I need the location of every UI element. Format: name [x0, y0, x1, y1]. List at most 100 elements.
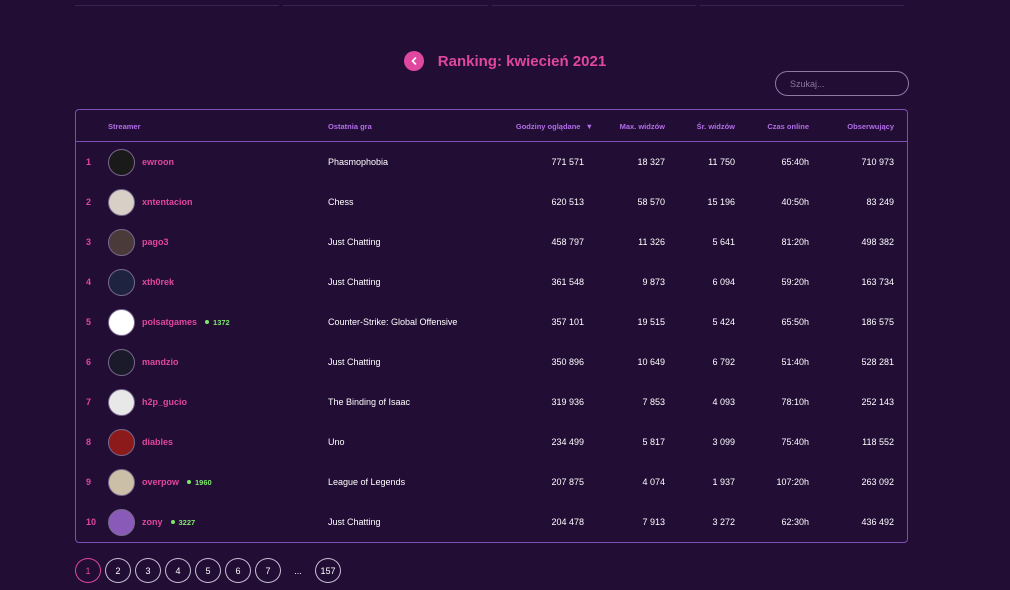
- avatar[interactable]: [108, 509, 135, 536]
- live-viewers-badge: 3227: [171, 518, 196, 527]
- followers: 252 143: [861, 397, 894, 407]
- pagination: 1 2 3 4 5 6 7... 157: [75, 558, 345, 583]
- streamer-name[interactable]: xth0rek: [142, 277, 174, 287]
- page-button[interactable]: 1: [75, 558, 101, 583]
- live-viewers-badge: 1372: [205, 318, 230, 327]
- streamer-name-label: overpow: [142, 477, 180, 487]
- last-game: Just Chatting: [328, 517, 381, 527]
- last-game: League of Legends: [328, 477, 406, 487]
- followers: 163 734: [861, 277, 894, 287]
- followers: 710 973: [861, 157, 894, 167]
- rank-number: 10: [86, 517, 97, 527]
- table-row[interactable]: 4 xth0rek Just Chatting 361 548 9 873 6 094 59…: [76, 262, 907, 302]
- page-button[interactable]: 3: [135, 558, 161, 583]
- search-input[interactable]: [775, 71, 909, 96]
- page-button[interactable]: 7: [255, 558, 281, 583]
- hours-watched: 207 875: [551, 477, 584, 487]
- max-viewers: 10 649: [637, 357, 665, 367]
- last-game: Just Chatting: [328, 237, 381, 247]
- live-viewers-badge: 1960: [187, 478, 212, 487]
- col-max-viewers[interactable]: Max. widzów: [619, 122, 665, 131]
- max-viewers: 11 326: [638, 237, 665, 247]
- max-viewers: 7 853: [642, 397, 665, 407]
- col-last-game[interactable]: Ostatnia gra: [328, 122, 372, 131]
- table-row[interactable]: 1 ewroon Phasmophobia 771 571 18 327 11 750 65…: [76, 142, 907, 182]
- avatar[interactable]: [108, 229, 135, 256]
- rank-number: 2: [86, 197, 92, 207]
- table-row[interactable]: 5 polsatgames 1372 Counter-Strike: Global O…: [76, 302, 907, 342]
- back-button[interactable]: [403, 51, 424, 71]
- followers: 528 281: [861, 357, 894, 367]
- avatar[interactable]: [108, 269, 135, 296]
- streamer-name[interactable]: overpow 1960: [142, 477, 212, 487]
- avatar[interactable]: [108, 189, 135, 216]
- streamer-name-label: zony: [142, 517, 163, 527]
- page-title: Ranking: kwiecień 2021: [437, 52, 607, 70]
- last-game: Uno: [328, 437, 345, 447]
- avatar[interactable]: [108, 469, 135, 496]
- streamer-name-label: xntentacion: [142, 197, 193, 207]
- col-streamer[interactable]: Streamer: [108, 122, 141, 131]
- avatar[interactable]: [108, 389, 135, 416]
- page-button-last[interactable]: 157: [315, 558, 341, 583]
- rank-number: 3: [86, 237, 92, 247]
- table-body: 1 ewroon Phasmophobia 771 571 18 327 11 750 65…: [76, 142, 907, 542]
- last-game: Just Chatting: [328, 277, 381, 287]
- streamer-name[interactable]: diables: [142, 437, 173, 447]
- followers: 118 552: [862, 437, 894, 447]
- table-row[interactable]: 3 pago3 Just Chatting 458 797 11 326 5 641 81:…: [76, 222, 907, 262]
- time-online: 59:20h: [781, 277, 809, 287]
- avatar[interactable]: [108, 309, 135, 336]
- avg-viewers: 5 641: [712, 237, 735, 247]
- followers: 436 492: [861, 517, 894, 527]
- table-row[interactable]: 6 mandzio Just Chatting 350 896 10 649 6 792 5…: [76, 342, 907, 382]
- avg-viewers: 6 094: [712, 277, 735, 287]
- table-row[interactable]: 7 h2p_gucio The Binding of Isaac 319 936 7 8…: [76, 382, 907, 422]
- avg-viewers: 3 272: [712, 517, 735, 527]
- max-viewers: 18 327: [637, 157, 665, 167]
- streamer-name[interactable]: polsatgames 1372: [142, 317, 230, 327]
- table-row[interactable]: 10 zony 3227 Just Chatting 204 478 7 913 3 272…: [76, 502, 907, 542]
- table-row[interactable]: 8 diables Uno 234 499 5 817 3 099 75:40h 118 55…: [76, 422, 907, 462]
- streamer-name[interactable]: pago3: [142, 237, 169, 247]
- hours-watched: 458 797: [551, 237, 584, 247]
- col-followers[interactable]: Obserwujący: [847, 122, 894, 131]
- hours-watched: 361 548: [551, 277, 584, 287]
- last-game: Phasmophobia: [328, 157, 389, 167]
- page-button[interactable]: 2: [105, 558, 131, 583]
- time-online: 51:40h: [781, 357, 809, 367]
- col-time-online[interactable]: Czas online: [767, 122, 809, 131]
- max-viewers: 58 570: [637, 197, 665, 207]
- page-button[interactable]: 6: [225, 558, 251, 583]
- page-header: Ranking: kwiecień 2021: [0, 50, 1010, 72]
- avg-viewers: 15 196: [707, 197, 735, 207]
- avg-viewers: 6 792: [712, 357, 735, 367]
- time-online: 78:10h: [781, 397, 809, 407]
- table-row[interactable]: 2 xntentacion Chess 620 513 58 570 15 196 40:5…: [76, 182, 907, 222]
- followers: 186 575: [861, 317, 894, 327]
- time-online: 75:40h: [781, 437, 809, 447]
- table-row[interactable]: 9 overpow 1960 League of Legends 207 875 4 07…: [76, 462, 907, 502]
- page-button[interactable]: 5: [195, 558, 221, 583]
- page-button[interactable]: 4: [165, 558, 191, 583]
- streamer-name-label: h2p_gucio: [142, 397, 188, 407]
- avatar[interactable]: [108, 149, 135, 176]
- avg-viewers: 3 099: [712, 437, 735, 447]
- streamer-name-label: ewroon: [142, 157, 175, 167]
- streamer-name[interactable]: zony 3227: [142, 517, 195, 527]
- streamer-name[interactable]: h2p_gucio: [142, 397, 187, 407]
- streamer-name[interactable]: mandzio: [142, 357, 179, 367]
- col-hours-watched[interactable]: Godziny oglądane ▼: [516, 122, 593, 131]
- streamer-name[interactable]: ewroon: [142, 157, 174, 167]
- hours-watched: 204 478: [551, 517, 584, 527]
- max-viewers: 9 873: [642, 277, 665, 287]
- hours-watched: 234 499: [551, 437, 584, 447]
- col-avg-viewers[interactable]: Śr. widzów: [696, 122, 735, 131]
- followers: 263 092: [861, 477, 894, 487]
- rank-number: 6: [86, 357, 92, 367]
- avatar[interactable]: [108, 349, 135, 376]
- top-cards-edge: [75, 0, 908, 6]
- avatar[interactable]: [108, 429, 135, 456]
- hours-watched: 357 101: [551, 317, 584, 327]
- streamer-name[interactable]: xntentacion: [142, 197, 193, 207]
